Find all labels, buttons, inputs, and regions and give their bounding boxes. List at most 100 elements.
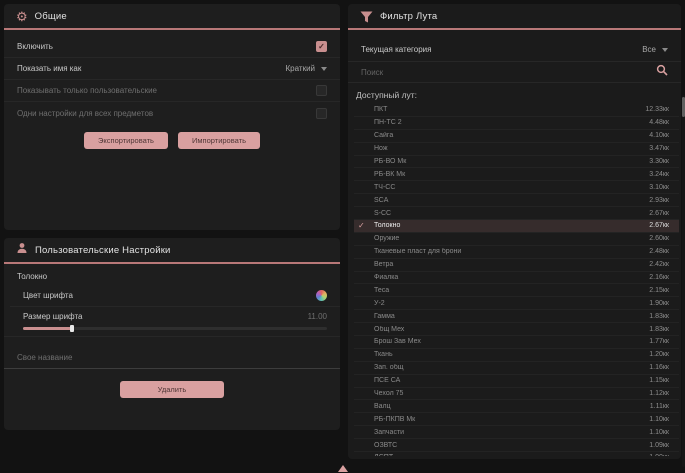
loot-item-value: 2.60кк (649, 235, 669, 243)
loot-item-name: Ветра (374, 261, 394, 269)
general-panel-empty-space (4, 159, 340, 230)
list-item[interactable]: ✓ ПН-ТС 2 4.48кк (354, 117, 679, 130)
loot-item-name: Оружие (374, 235, 400, 243)
loot-item-value: 4.10кк (649, 132, 669, 140)
list-item[interactable]: ✓ Ткань 1.20кк (354, 349, 679, 362)
list-item[interactable]: ✓ ПКТ 12.33кк (354, 104, 679, 117)
export-import-buttons: Экспортировать Импортировать (4, 124, 340, 159)
font-size-label: Размер шрифта (23, 311, 83, 321)
category-value: Все (642, 45, 656, 54)
filter-panel-title: Фильтр Лута (380, 10, 438, 22)
enable-checkbox[interactable]: ✓ (316, 41, 327, 52)
list-item[interactable]: ✓ ОЗВТС 1.09кк (354, 439, 679, 453)
loot-item-value: 2.42кк (649, 261, 669, 269)
loot-item-name: Фиалка (374, 274, 399, 282)
loot-item-value: 1.00кк (649, 454, 669, 456)
right-column: Фильтр Лута Текущая категория Все Доступ… (348, 4, 685, 469)
person-icon (16, 241, 28, 259)
delete-button-row: Удалить (4, 369, 340, 408)
list-item[interactable]: ✓ Гамма 1.83кк (354, 310, 679, 324)
list-item[interactable]: ✓ ТЧ-СС 3.10кк (354, 181, 679, 195)
list-item[interactable]: ✓ Сайга 4.10кк (354, 130, 679, 143)
loot-item-value: 1.90кк (649, 299, 669, 307)
list-item[interactable]: ✓ Фиалка 2.16кк (354, 272, 679, 285)
same-for-all-checkbox[interactable] (316, 107, 327, 119)
loot-item-name: Чехол 75 (374, 390, 404, 398)
loot-item-value: 3.24кк (649, 170, 669, 178)
export-button[interactable]: Экспортировать (84, 132, 168, 149)
import-button[interactable]: Импортировать (177, 132, 260, 149)
list-item[interactable]: ✓ Ветра 2.42кк (354, 259, 679, 272)
list-item[interactable]: ✓ РБ-ВО Мк 3.30кк (354, 156, 679, 169)
general-panel-header: ⚙ Общие (4, 4, 340, 28)
left-column: ⚙ Общие Включить ✓ Показать имя как Крат… (4, 4, 340, 469)
font-size-slider[interactable] (23, 325, 327, 332)
chevron-down-icon (321, 66, 327, 71)
search-input[interactable] (361, 67, 656, 77)
loot-item-value: 1.10кк (649, 428, 669, 436)
category-dropdown[interactable]: Все (642, 45, 668, 54)
general-panel-title: Общие (34, 10, 67, 22)
list-item[interactable]: ✓ Валц 1.11кк (354, 400, 679, 414)
list-item[interactable]: ✓ ПСЕ СА 1.15кк (354, 375, 679, 388)
loot-item-name: Ткань (374, 351, 393, 359)
custom-name-input[interactable]: Свое название (4, 347, 340, 369)
list-item[interactable]: ✓ У-2 1.90кк (354, 297, 679, 311)
loot-item-value: 3.30кк (649, 158, 669, 165)
loot-item-value: 1.10кк (649, 415, 669, 423)
list-item[interactable]: ✓ Общ Мех 1.83кк (354, 323, 679, 337)
search-icon[interactable] (656, 63, 668, 81)
list-item[interactable]: ✓ Брош Зав Мех 1.77кк (354, 336, 679, 349)
loot-item-name: Валц (374, 402, 391, 410)
loot-item-value: 1.15кк (649, 377, 669, 385)
loot-item-value: 4.48кк (649, 119, 669, 127)
loot-item-value: 3.47кк (649, 145, 669, 153)
custom-settings-panel: Пользовательские Настройки Толокно Цвет … (4, 238, 340, 430)
selected-item-group-label: Толокно (17, 272, 48, 281)
list-item[interactable]: ✓ Толокно 2.67кк (354, 220, 679, 233)
name-mode-row: Показать имя как Краткий (4, 58, 340, 80)
font-size-value: 11.00 (307, 311, 327, 321)
list-item[interactable]: ✓ SCA 2.93кк (354, 194, 679, 208)
list-item[interactable]: ✓ Нож 3.47кк (354, 143, 679, 156)
list-item[interactable]: ✓ Запчасти 1.10кк (354, 426, 679, 440)
delete-button[interactable]: Удалить (119, 381, 225, 398)
custom-panel-header: Пользовательские Настройки (4, 238, 340, 262)
color-picker-icon[interactable] (316, 290, 327, 301)
loot-item-name: ПСЕ СА (374, 377, 401, 385)
list-item[interactable]: ✓ Зап. общ 1.16кк (354, 362, 679, 375)
funnel-icon (360, 10, 373, 23)
list-item[interactable]: ✓ S-CC 2.67кк (354, 207, 679, 221)
selected-check-icon: ✓ (358, 220, 365, 230)
list-item[interactable]: ✓ РБ-ПКПВ Мк 1.10кк (354, 413, 679, 427)
list-item[interactable]: ✓ Теса 2.15кк (354, 284, 679, 298)
loot-item-value: 2.48кк (649, 248, 669, 256)
loot-item-value: 2.16кк (649, 274, 669, 282)
chevron-down-icon (662, 47, 668, 52)
list-item[interactable]: ✓ Тканевые пласт для брони 2.48кк (354, 246, 679, 259)
list-item[interactable]: ✓ Чехол 75 1.12кк (354, 388, 679, 401)
list-item[interactable]: ✓ РБ-ВК Мк 3.24кк (354, 168, 679, 182)
list-item[interactable]: ✓ ДСПТ 1.00кк (354, 452, 679, 456)
list-item[interactable]: ✓ Оружие 2.60кк (354, 233, 679, 246)
slider-handle[interactable] (70, 325, 74, 332)
font-size-row: Размер шрифта 11.00 (10, 307, 340, 325)
loot-item-name: S-CC (374, 209, 392, 217)
general-panel: ⚙ Общие Включить ✓ Показать имя как Крат… (4, 4, 340, 230)
loot-item-name: Нож (374, 145, 388, 153)
loot-item-name: Тканевые пласт для брони (374, 248, 462, 256)
loot-item-name: ТЧ-СС (374, 183, 396, 191)
slider-fill (23, 327, 73, 330)
only-custom-checkbox[interactable] (316, 85, 327, 96)
header-accent-line (348, 28, 681, 30)
loot-item-value: 1.77кк (649, 338, 669, 346)
scroll-up-indicator-icon[interactable] (338, 465, 348, 472)
name-mode-dropdown[interactable]: Краткий (286, 64, 327, 73)
loot-item-name: Брош Зав Мех (374, 338, 421, 346)
loot-item-value: 12.33кк (645, 106, 669, 114)
loot-item-name: Запчасти (374, 428, 405, 436)
header-accent-line (4, 262, 340, 264)
loot-item-name: РБ-ВО Мк (374, 158, 407, 165)
